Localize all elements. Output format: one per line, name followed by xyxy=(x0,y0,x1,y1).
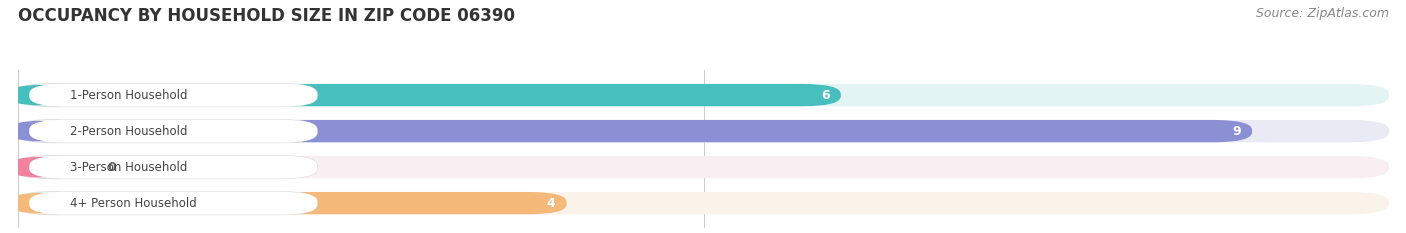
FancyBboxPatch shape xyxy=(18,156,1389,178)
FancyBboxPatch shape xyxy=(18,156,87,178)
FancyBboxPatch shape xyxy=(18,84,841,106)
Circle shape xyxy=(4,194,76,213)
FancyBboxPatch shape xyxy=(15,84,318,107)
FancyBboxPatch shape xyxy=(18,192,567,214)
Text: 1-Person Household: 1-Person Household xyxy=(39,89,156,102)
Text: 6: 6 xyxy=(821,89,830,102)
FancyBboxPatch shape xyxy=(15,156,318,179)
Text: 4+ Person Household: 4+ Person Household xyxy=(70,197,197,210)
Text: 9: 9 xyxy=(1233,125,1241,138)
Text: 0: 0 xyxy=(107,161,117,174)
Text: 2-Person Household: 2-Person Household xyxy=(39,125,156,138)
Circle shape xyxy=(4,86,76,105)
FancyBboxPatch shape xyxy=(18,120,1389,142)
Text: 2-Person Household: 2-Person Household xyxy=(70,125,188,138)
FancyBboxPatch shape xyxy=(30,120,318,143)
FancyBboxPatch shape xyxy=(18,120,1253,142)
FancyBboxPatch shape xyxy=(30,156,318,179)
FancyBboxPatch shape xyxy=(30,84,318,107)
Text: 4+ Person Household: 4+ Person Household xyxy=(39,197,166,210)
Text: 3-Person Household: 3-Person Household xyxy=(39,161,156,174)
Text: 4: 4 xyxy=(547,197,555,210)
Circle shape xyxy=(4,122,76,140)
Text: 3-Person Household: 3-Person Household xyxy=(70,161,188,174)
FancyBboxPatch shape xyxy=(18,192,1389,214)
FancyBboxPatch shape xyxy=(30,192,318,215)
Text: 1-Person Household: 1-Person Household xyxy=(70,89,188,102)
FancyBboxPatch shape xyxy=(15,192,318,215)
Text: Source: ZipAtlas.com: Source: ZipAtlas.com xyxy=(1256,7,1389,20)
FancyBboxPatch shape xyxy=(15,120,318,143)
Text: OCCUPANCY BY HOUSEHOLD SIZE IN ZIP CODE 06390: OCCUPANCY BY HOUSEHOLD SIZE IN ZIP CODE … xyxy=(18,7,515,25)
FancyBboxPatch shape xyxy=(18,84,1389,106)
Circle shape xyxy=(4,158,76,177)
